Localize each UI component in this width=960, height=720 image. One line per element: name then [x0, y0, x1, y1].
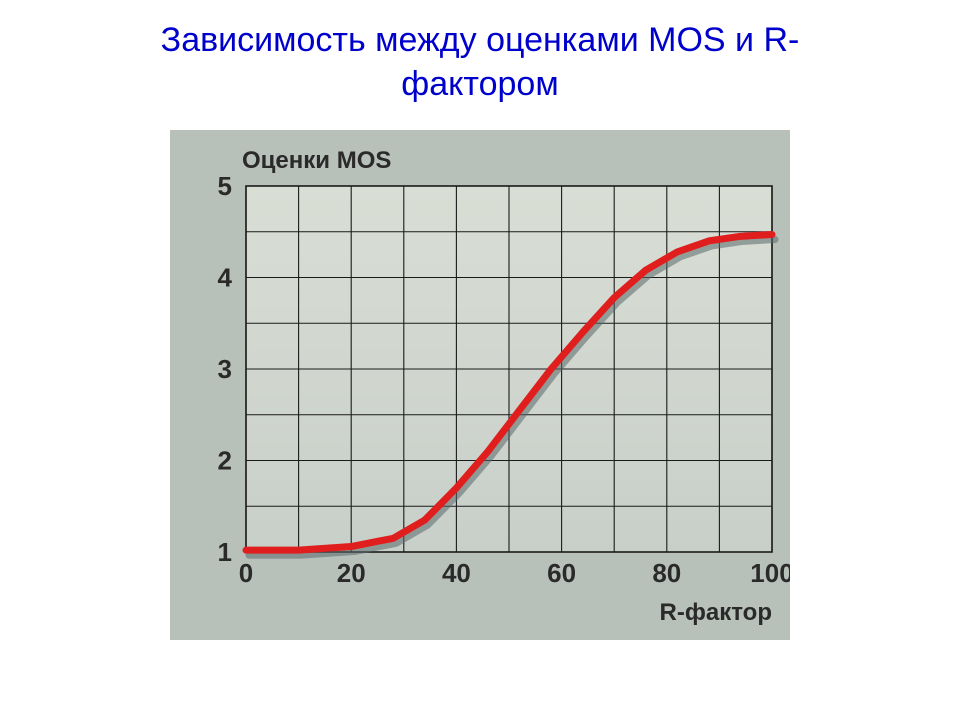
svg-text:5: 5: [218, 171, 232, 201]
title-line-2: фактором: [401, 65, 558, 103]
svg-text:0: 0: [239, 558, 253, 588]
svg-text:1: 1: [218, 537, 232, 567]
svg-text:Оценки MOS: Оценки MOS: [242, 147, 391, 174]
svg-text:80: 80: [652, 558, 681, 588]
slide-title: Зависимость между оценками MOS и R- факт…: [0, 0, 960, 106]
svg-text:3: 3: [218, 354, 232, 384]
svg-text:2: 2: [218, 446, 232, 476]
svg-text:100: 100: [750, 558, 790, 588]
svg-text:R-фактор: R-фактор: [660, 599, 772, 626]
svg-text:20: 20: [337, 558, 366, 588]
title-line-1: Зависимость между оценками MOS и R-: [161, 21, 800, 59]
svg-text:60: 60: [547, 558, 576, 588]
svg-text:40: 40: [442, 558, 471, 588]
chart-container: 0 20 40 60 80 100 1 2 3 4 5 Оценки MOS R-фактор: [170, 130, 790, 640]
mos-vs-rfactor-chart: 0 20 40 60 80 100 1 2 3 4 5 Оценки MOS R-фактор: [170, 130, 790, 640]
svg-text:4: 4: [218, 263, 233, 293]
